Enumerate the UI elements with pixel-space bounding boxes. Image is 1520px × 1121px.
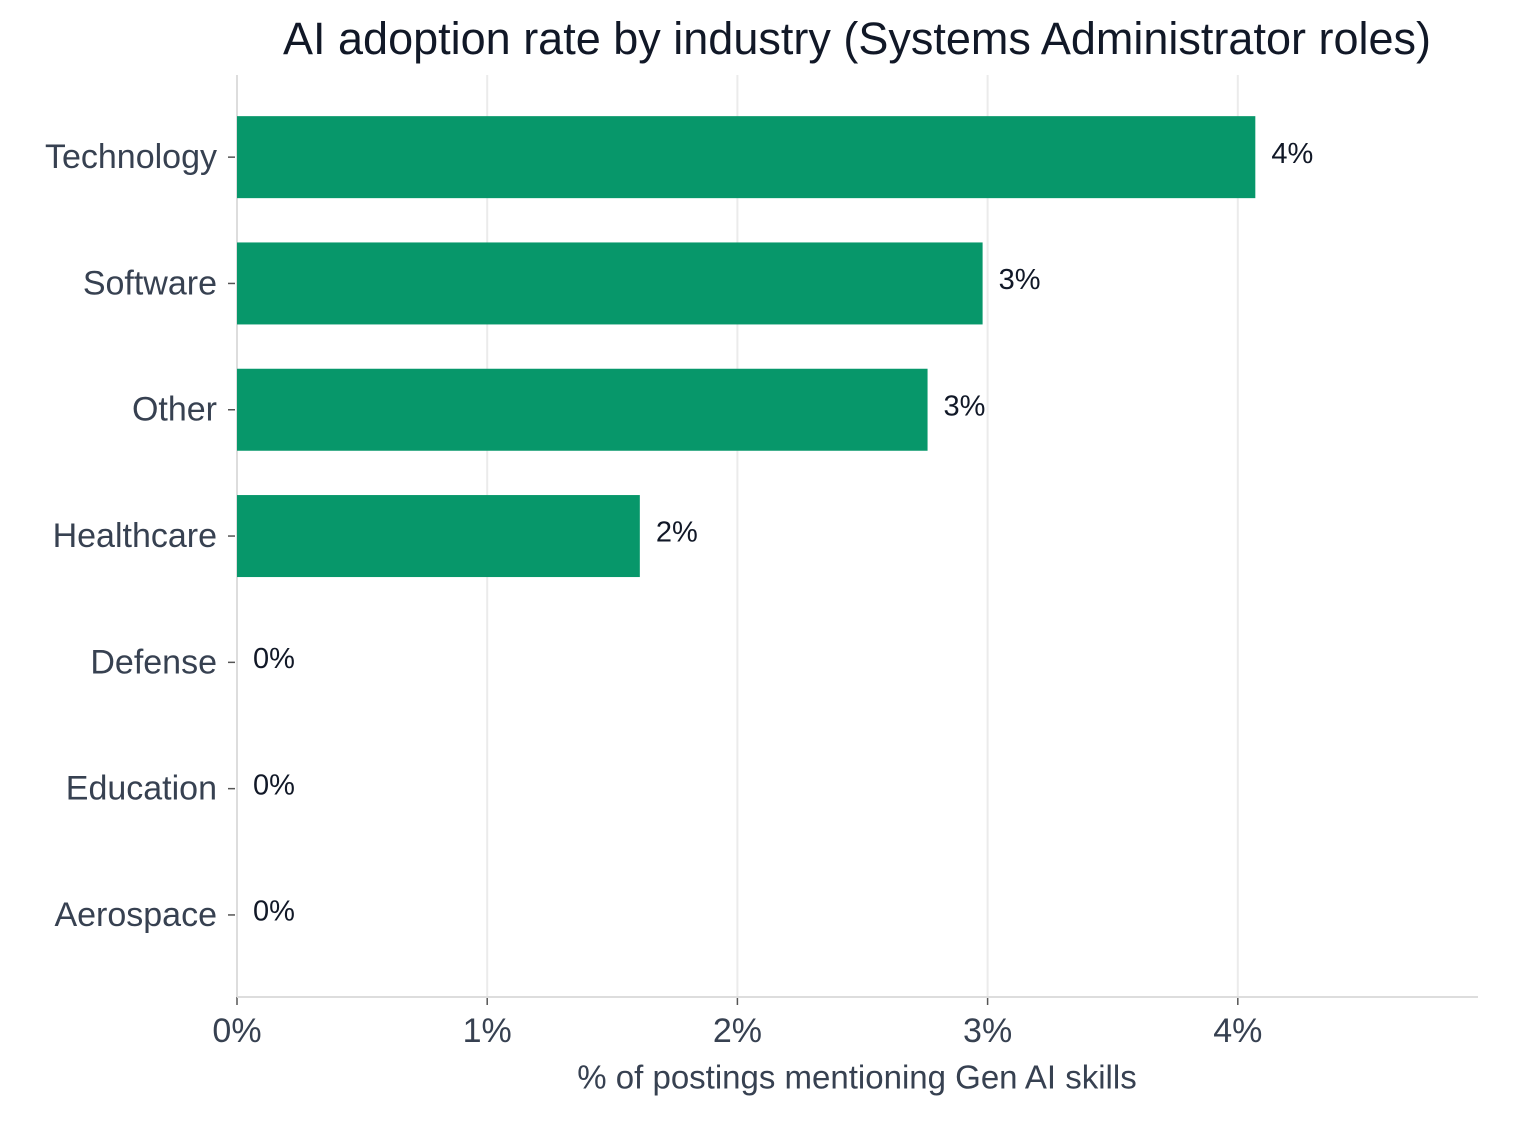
x-tick-label: 2% xyxy=(713,1012,762,1050)
chart-title: AI adoption rate by industry (Systems Ad… xyxy=(283,13,1431,64)
y-tick-label: Defense xyxy=(90,643,217,681)
x-tick-label: 1% xyxy=(463,1012,512,1050)
x-axis-label: % of postings mentioning Gen AI skills xyxy=(577,1059,1136,1096)
y-tick-label: Technology xyxy=(45,138,217,176)
bar xyxy=(237,242,983,325)
value-label: 0% xyxy=(253,769,295,801)
value-label: 3% xyxy=(944,390,986,422)
y-tick-label: Other xyxy=(132,391,217,429)
x-tick-label: 3% xyxy=(963,1012,1012,1050)
bar xyxy=(237,495,640,578)
y-tick-label: Software xyxy=(83,264,217,302)
x-tick-label: 4% xyxy=(1213,1012,1262,1050)
bar xyxy=(237,368,928,451)
value-label: 2% xyxy=(656,517,698,549)
value-label: 3% xyxy=(999,264,1041,296)
x-tick-label: 0% xyxy=(212,1012,261,1050)
value-label: 0% xyxy=(253,896,295,928)
y-tick-label: Aerospace xyxy=(54,896,217,934)
value-label: 0% xyxy=(253,643,295,675)
bar xyxy=(237,116,1256,199)
value-label: 4% xyxy=(1271,138,1313,170)
y-tick-label: Education xyxy=(66,770,217,808)
y-tick-label: Healthcare xyxy=(53,517,217,555)
